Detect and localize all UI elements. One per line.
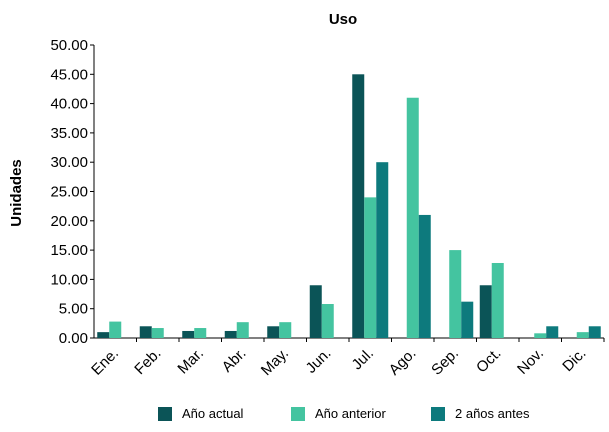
x-tick-label: Nov. bbox=[514, 345, 547, 378]
y-tick-label: 10.00 bbox=[50, 271, 88, 288]
y-tick-label: 15.00 bbox=[50, 242, 88, 259]
bar bbox=[279, 322, 292, 338]
legend-label: Año actual bbox=[182, 406, 244, 421]
bar bbox=[139, 326, 152, 338]
bar bbox=[449, 250, 462, 338]
bar bbox=[321, 304, 334, 338]
bar bbox=[352, 74, 365, 339]
x-tick-label: Jul. bbox=[349, 345, 378, 374]
bar bbox=[376, 162, 389, 338]
y-tick-label: 5.00 bbox=[59, 301, 88, 318]
bar bbox=[588, 326, 601, 338]
bar bbox=[109, 321, 122, 338]
y-tick-label: 0.00 bbox=[59, 330, 88, 347]
bar bbox=[151, 328, 164, 338]
bar bbox=[309, 285, 322, 338]
bar bbox=[194, 328, 207, 338]
x-tick-label: Ago. bbox=[386, 345, 420, 379]
x-tick-label: Mar. bbox=[174, 345, 207, 378]
x-tick-label: Ene. bbox=[88, 345, 122, 379]
bar bbox=[406, 97, 419, 339]
legend-swatch bbox=[431, 407, 445, 421]
y-tick-label: 25.00 bbox=[50, 184, 88, 201]
bar bbox=[236, 322, 249, 338]
legend-label: 2 años antes bbox=[455, 406, 530, 421]
bar bbox=[267, 326, 280, 338]
x-tick-label: May. bbox=[258, 345, 292, 379]
x-tick-label: Abr. bbox=[219, 345, 250, 376]
plot-area: 0.00 5.00 10.00 15.00 20.00 25.00 30.00 35.00 40… bbox=[50, 37, 605, 379]
bar bbox=[576, 332, 589, 338]
y-tick-label: 20.00 bbox=[50, 213, 88, 230]
x-tick-label: Oct. bbox=[473, 345, 504, 376]
bar bbox=[546, 326, 559, 338]
x-tick-label: Sep. bbox=[428, 345, 462, 379]
y-tick-label: 45.00 bbox=[50, 66, 88, 83]
y-tick-label: 35.00 bbox=[50, 125, 88, 142]
bar bbox=[479, 285, 492, 338]
legend-label: Año anterior bbox=[315, 406, 386, 421]
x-tick-label: Jun. bbox=[303, 345, 335, 377]
bar bbox=[491, 262, 504, 338]
x-tick-label: Dic. bbox=[559, 345, 589, 375]
bar bbox=[97, 332, 110, 338]
bar bbox=[534, 333, 547, 338]
y-tick-label: 30.00 bbox=[50, 154, 88, 171]
y-tick-label: 50.00 bbox=[50, 37, 88, 54]
bar bbox=[182, 330, 195, 338]
bar bbox=[364, 197, 377, 338]
y-tick-label: 40.00 bbox=[50, 96, 88, 113]
legend-swatch bbox=[291, 407, 305, 421]
x-tick-label: Feb. bbox=[131, 345, 164, 378]
y-axis-label: Unidades bbox=[8, 159, 25, 227]
bar bbox=[418, 214, 431, 338]
chart-title: Uso bbox=[329, 11, 357, 28]
legend-swatch bbox=[158, 407, 172, 421]
legend: Año actual Año anterior 2 años antes bbox=[158, 406, 530, 421]
bar bbox=[224, 330, 237, 338]
bar bbox=[461, 301, 474, 338]
